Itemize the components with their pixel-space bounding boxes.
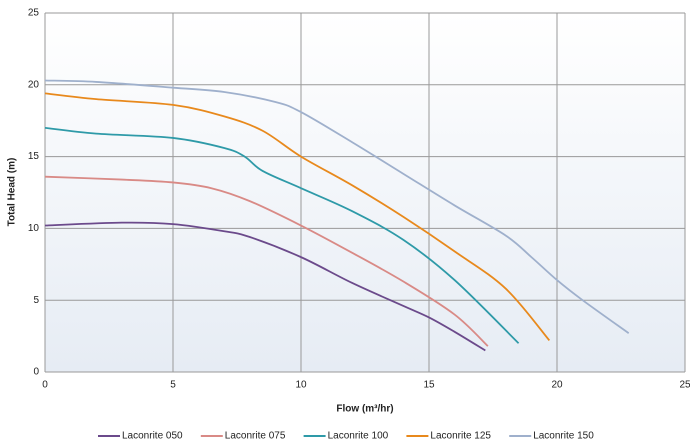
legend-label: Laconrite 100: [328, 431, 389, 442]
y-tick-label: 5: [33, 295, 39, 306]
legend-label: Laconrite 075: [225, 431, 286, 442]
y-tick-label: 15: [28, 151, 40, 162]
line: [44, 92, 551, 341]
x-tick-label: 20: [551, 380, 563, 391]
line: [44, 126, 520, 344]
x-axis-title: Flow (m³/hr): [336, 404, 393, 415]
x-tick-label: 5: [170, 380, 176, 391]
y-tick-label: 25: [28, 8, 40, 19]
y-axis-title: Total Head (m): [7, 158, 18, 227]
line: [44, 175, 489, 347]
x-tick-label: 25: [679, 380, 690, 391]
x-tick-label: 0: [42, 380, 48, 391]
x-tick-label: 10: [295, 380, 307, 391]
legend-label: Laconrite 150: [533, 431, 594, 442]
line: [44, 79, 630, 334]
legend: Laconrite 050 Laconrite 075 Laconrite 100 L…: [98, 431, 594, 442]
legend-label: Laconrite 125: [430, 431, 491, 442]
line: [44, 221, 486, 352]
y-tick-label: 0: [33, 367, 39, 378]
legend-label: Laconrite 050: [122, 431, 183, 442]
y-tick-label: 20: [28, 79, 40, 90]
y-tick-label: 10: [28, 223, 40, 234]
x-tick-label: 15: [423, 380, 435, 391]
